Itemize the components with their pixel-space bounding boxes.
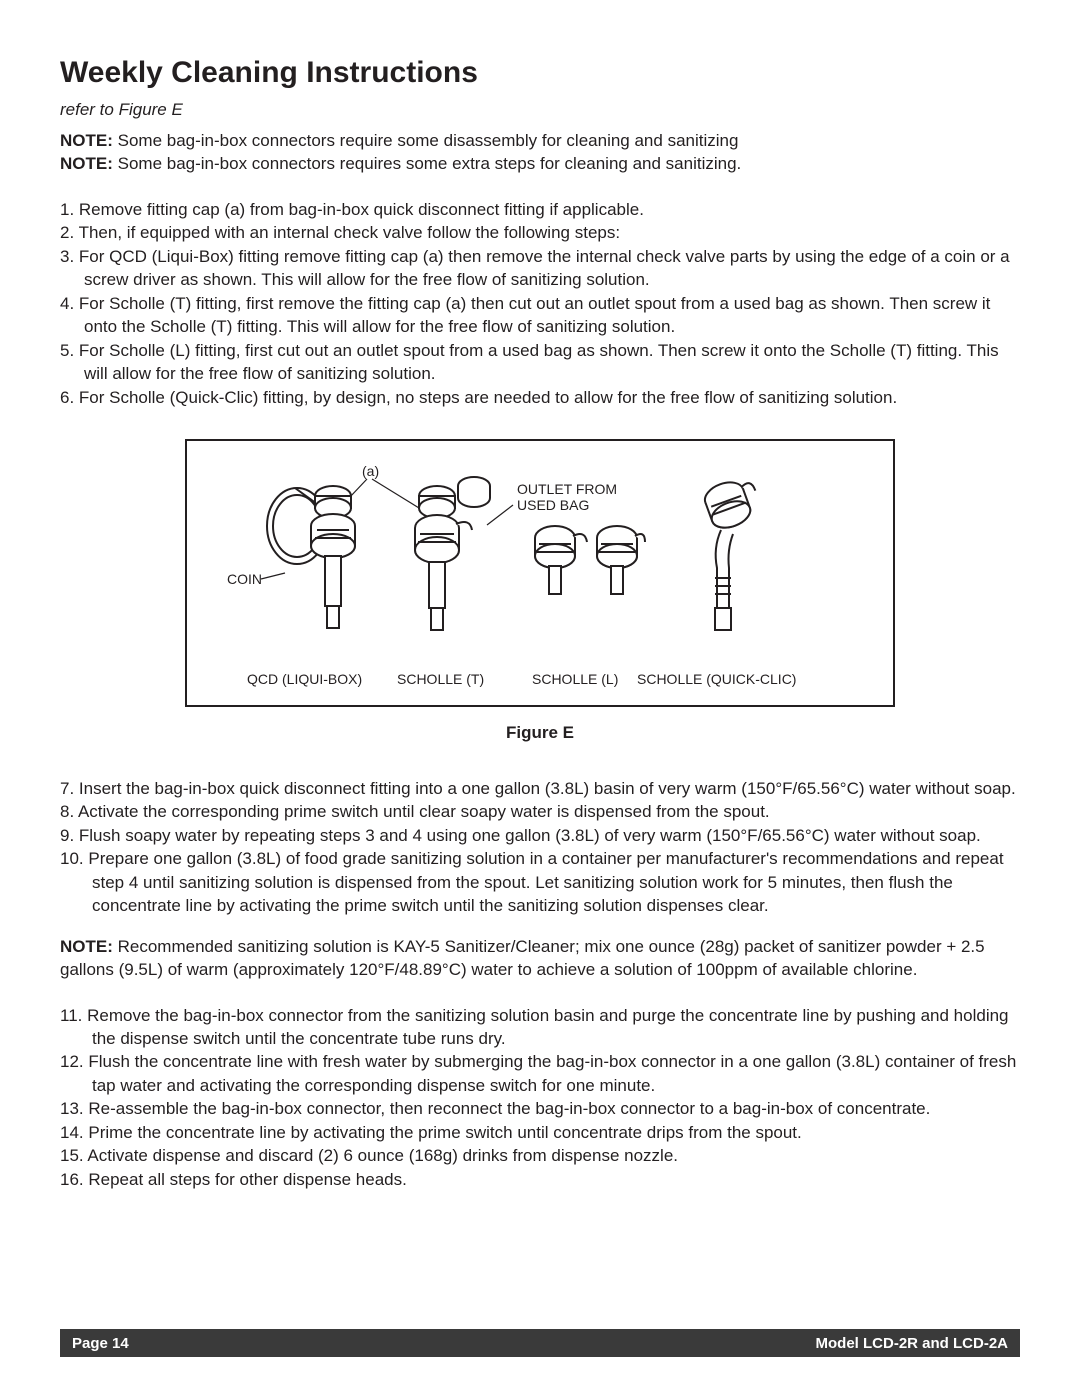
note-label: NOTE:: [60, 131, 113, 150]
page-footer: Page 14 Model LCD-2R and LCD-2A: [60, 1329, 1020, 1357]
figure-e: (a) OUTLET FROMUSED BAG COIN QCD (LIQUI-…: [60, 439, 1020, 707]
note-mid: NOTE: Recommended sanitizing solution is…: [60, 936, 1020, 982]
note-label: NOTE:: [60, 154, 113, 173]
step-item: 3. For QCD (Liqui-Box) fitting remove fi…: [60, 245, 1020, 292]
step-item: 8. Activate the corresponding prime swit…: [60, 800, 1020, 823]
note-text: Recommended sanitizing solution is KAY-5…: [60, 937, 985, 979]
step-item: 1. Remove fitting cap (a) from bag-in-bo…: [60, 198, 1020, 221]
steps-group-b: 7. Insert the bag-in-box quick disconnec…: [60, 777, 1020, 918]
fitting-qcd-icon: [265, 468, 365, 643]
step-item: 12. Flush the concentrate line with fres…: [60, 1050, 1020, 1097]
steps-group-c: 11. Remove the bag-in-box connector from…: [60, 1004, 1020, 1192]
note-text: Some bag-in-box connectors requires some…: [113, 154, 741, 173]
step-item: 16. Repeat all steps for other dispense …: [60, 1168, 1020, 1191]
step-item: 10. Prepare one gallon (3.8L) of food gr…: [60, 847, 1020, 917]
page-title: Weekly Cleaning Instructions: [60, 56, 1020, 90]
step-item: 14. Prime the concentrate line by activa…: [60, 1121, 1020, 1144]
step-item: 11. Remove the bag-in-box connector from…: [60, 1004, 1020, 1051]
step-item: 13. Re-assemble the bag-in-box connector…: [60, 1097, 1020, 1120]
figure-box: (a) OUTLET FROMUSED BAG COIN QCD (LIQUI-…: [185, 439, 895, 707]
note-text: Some bag-in-box connectors require some …: [113, 131, 739, 150]
note-label: NOTE:: [60, 937, 113, 956]
footer-page-number: Page 14: [72, 1335, 129, 1352]
step-item: 5. For Scholle (L) fitting, first cut ou…: [60, 339, 1020, 386]
step-item: 6. For Scholle (Quick-Clic) fitting, by …: [60, 386, 1020, 409]
figure-reference: refer to Figure E: [60, 100, 1020, 120]
step-item: 4. For Scholle (T) fitting, first remove…: [60, 292, 1020, 339]
fitting-quickclic-icon: [677, 468, 777, 643]
step-item: 7. Insert the bag-in-box quick disconnec…: [60, 777, 1020, 800]
steps-group-a: 1. Remove fitting cap (a) from bag-in-bo…: [60, 198, 1020, 409]
step-item: 9. Flush soapy water by repeating steps …: [60, 824, 1020, 847]
step-item: 2. Then, if equipped with an internal ch…: [60, 221, 1020, 244]
footer-model: Model LCD-2R and LCD-2A: [816, 1335, 1009, 1352]
fitting-scholle-l-icon: [527, 508, 647, 623]
figure-caption: Figure E: [60, 723, 1020, 743]
step-item: 15. Activate dispense and discard (2) 6 …: [60, 1144, 1020, 1167]
fitting-scholle-t-icon: [402, 468, 492, 643]
notes-top: NOTE: Some bag-in-box connectors require…: [60, 130, 1020, 176]
